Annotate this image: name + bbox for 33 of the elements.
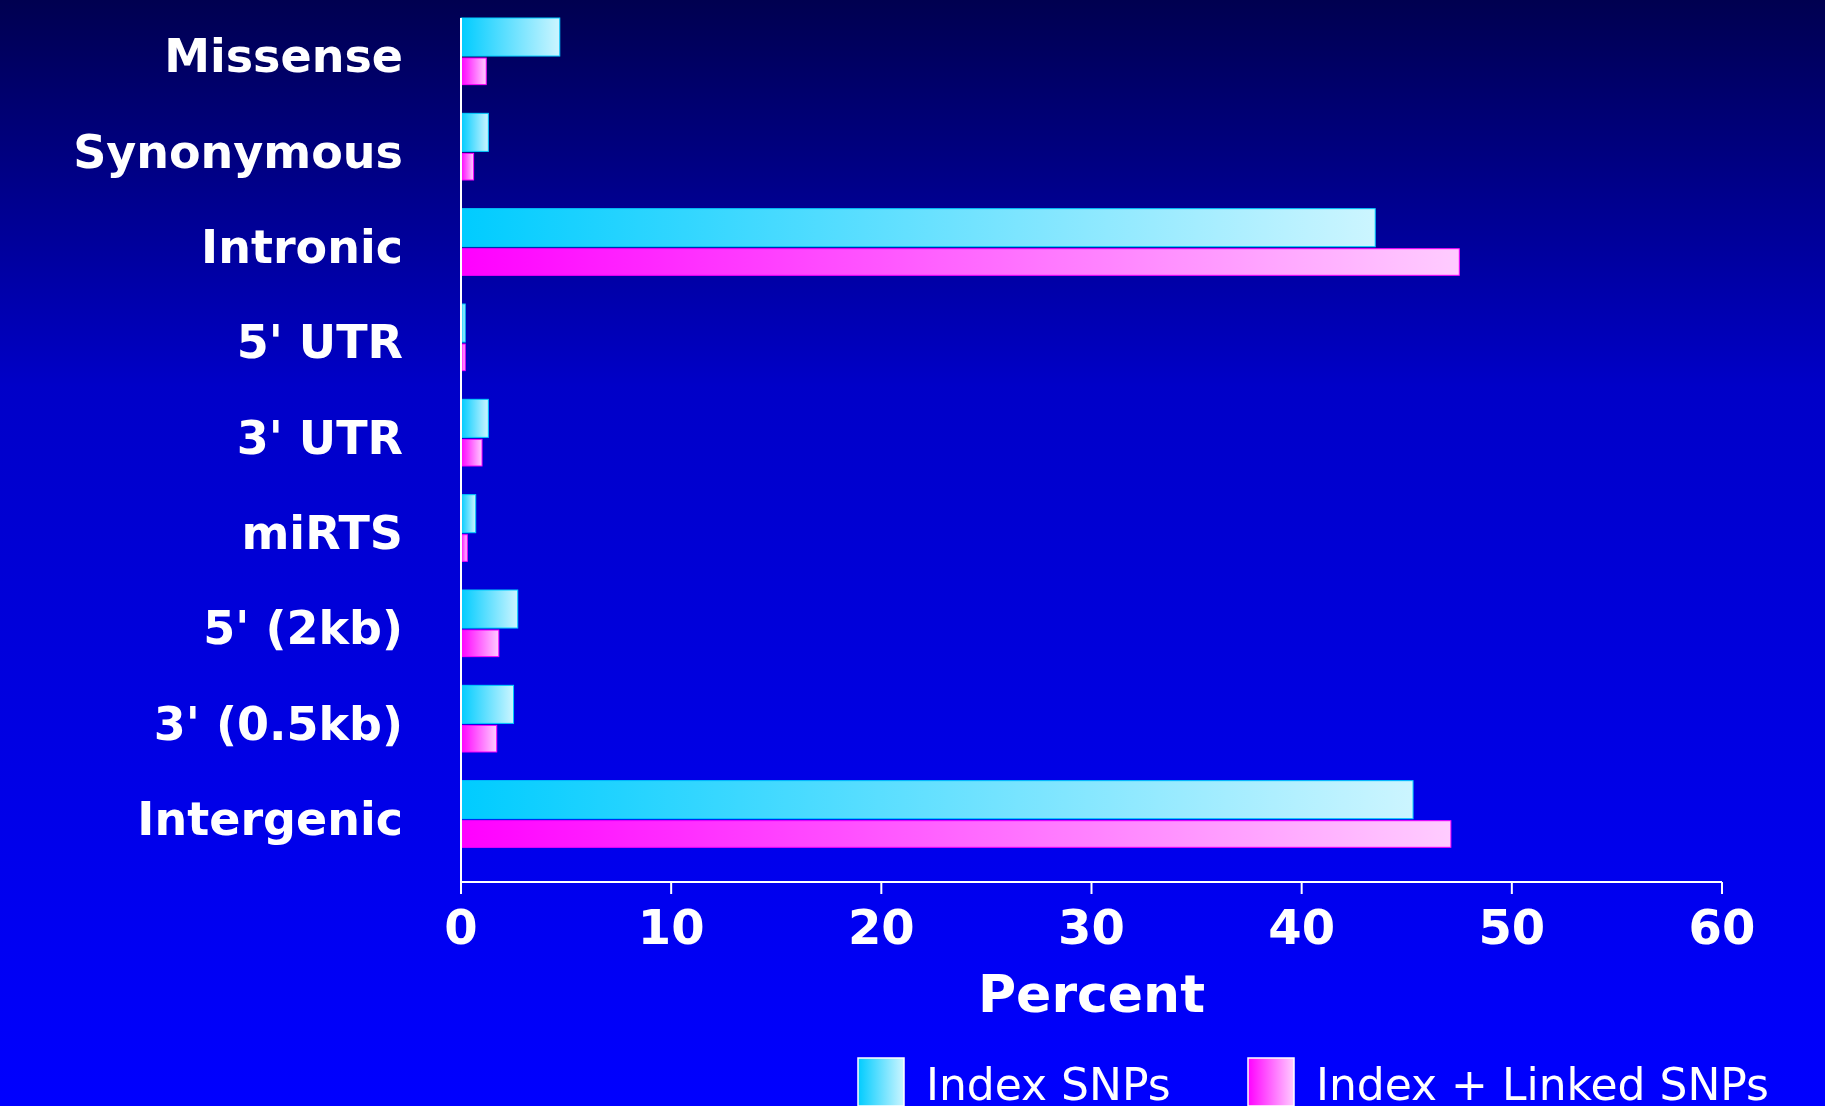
bar — [460, 398, 489, 438]
bar — [460, 629, 500, 658]
bar — [460, 438, 483, 467]
bar — [460, 112, 489, 152]
y-tick-label: 5' (2kb) — [203, 601, 403, 656]
y-tick-label: miRTS — [241, 505, 403, 560]
bar — [460, 152, 475, 181]
x-tick-label: 30 — [1058, 899, 1125, 955]
y-tick-label: Intergenic — [137, 791, 403, 846]
y-tick-label: 3' (0.5kb) — [153, 696, 403, 751]
x-tick-label: 20 — [847, 899, 915, 955]
bar — [460, 589, 519, 629]
y-tick-label: Intronic — [201, 219, 403, 274]
bar — [460, 780, 1414, 820]
bar — [460, 57, 487, 86]
bar — [460, 820, 1452, 848]
legend-label: Index + Linked SNPs — [1316, 1059, 1770, 1106]
legend-label: Index SNPs — [926, 1059, 1171, 1106]
bar — [460, 248, 1460, 276]
y-tick-label: Missense — [164, 29, 403, 84]
x-tick-label: 50 — [1478, 899, 1546, 955]
y-tick-label: 5' UTR — [236, 315, 403, 370]
bar — [460, 724, 498, 753]
y-tick-label: 3' UTR — [236, 410, 403, 465]
bar — [460, 17, 561, 57]
bar — [460, 208, 1376, 248]
x-tick-label: 10 — [637, 899, 705, 955]
x-tick-label: 0 — [444, 899, 478, 955]
y-tick-label: Synonymous — [73, 124, 403, 179]
bar — [460, 684, 515, 724]
x-tick-label: 60 — [1688, 899, 1756, 955]
x-tick-label: 40 — [1268, 899, 1336, 955]
x-axis-title: Percent — [978, 964, 1205, 1024]
